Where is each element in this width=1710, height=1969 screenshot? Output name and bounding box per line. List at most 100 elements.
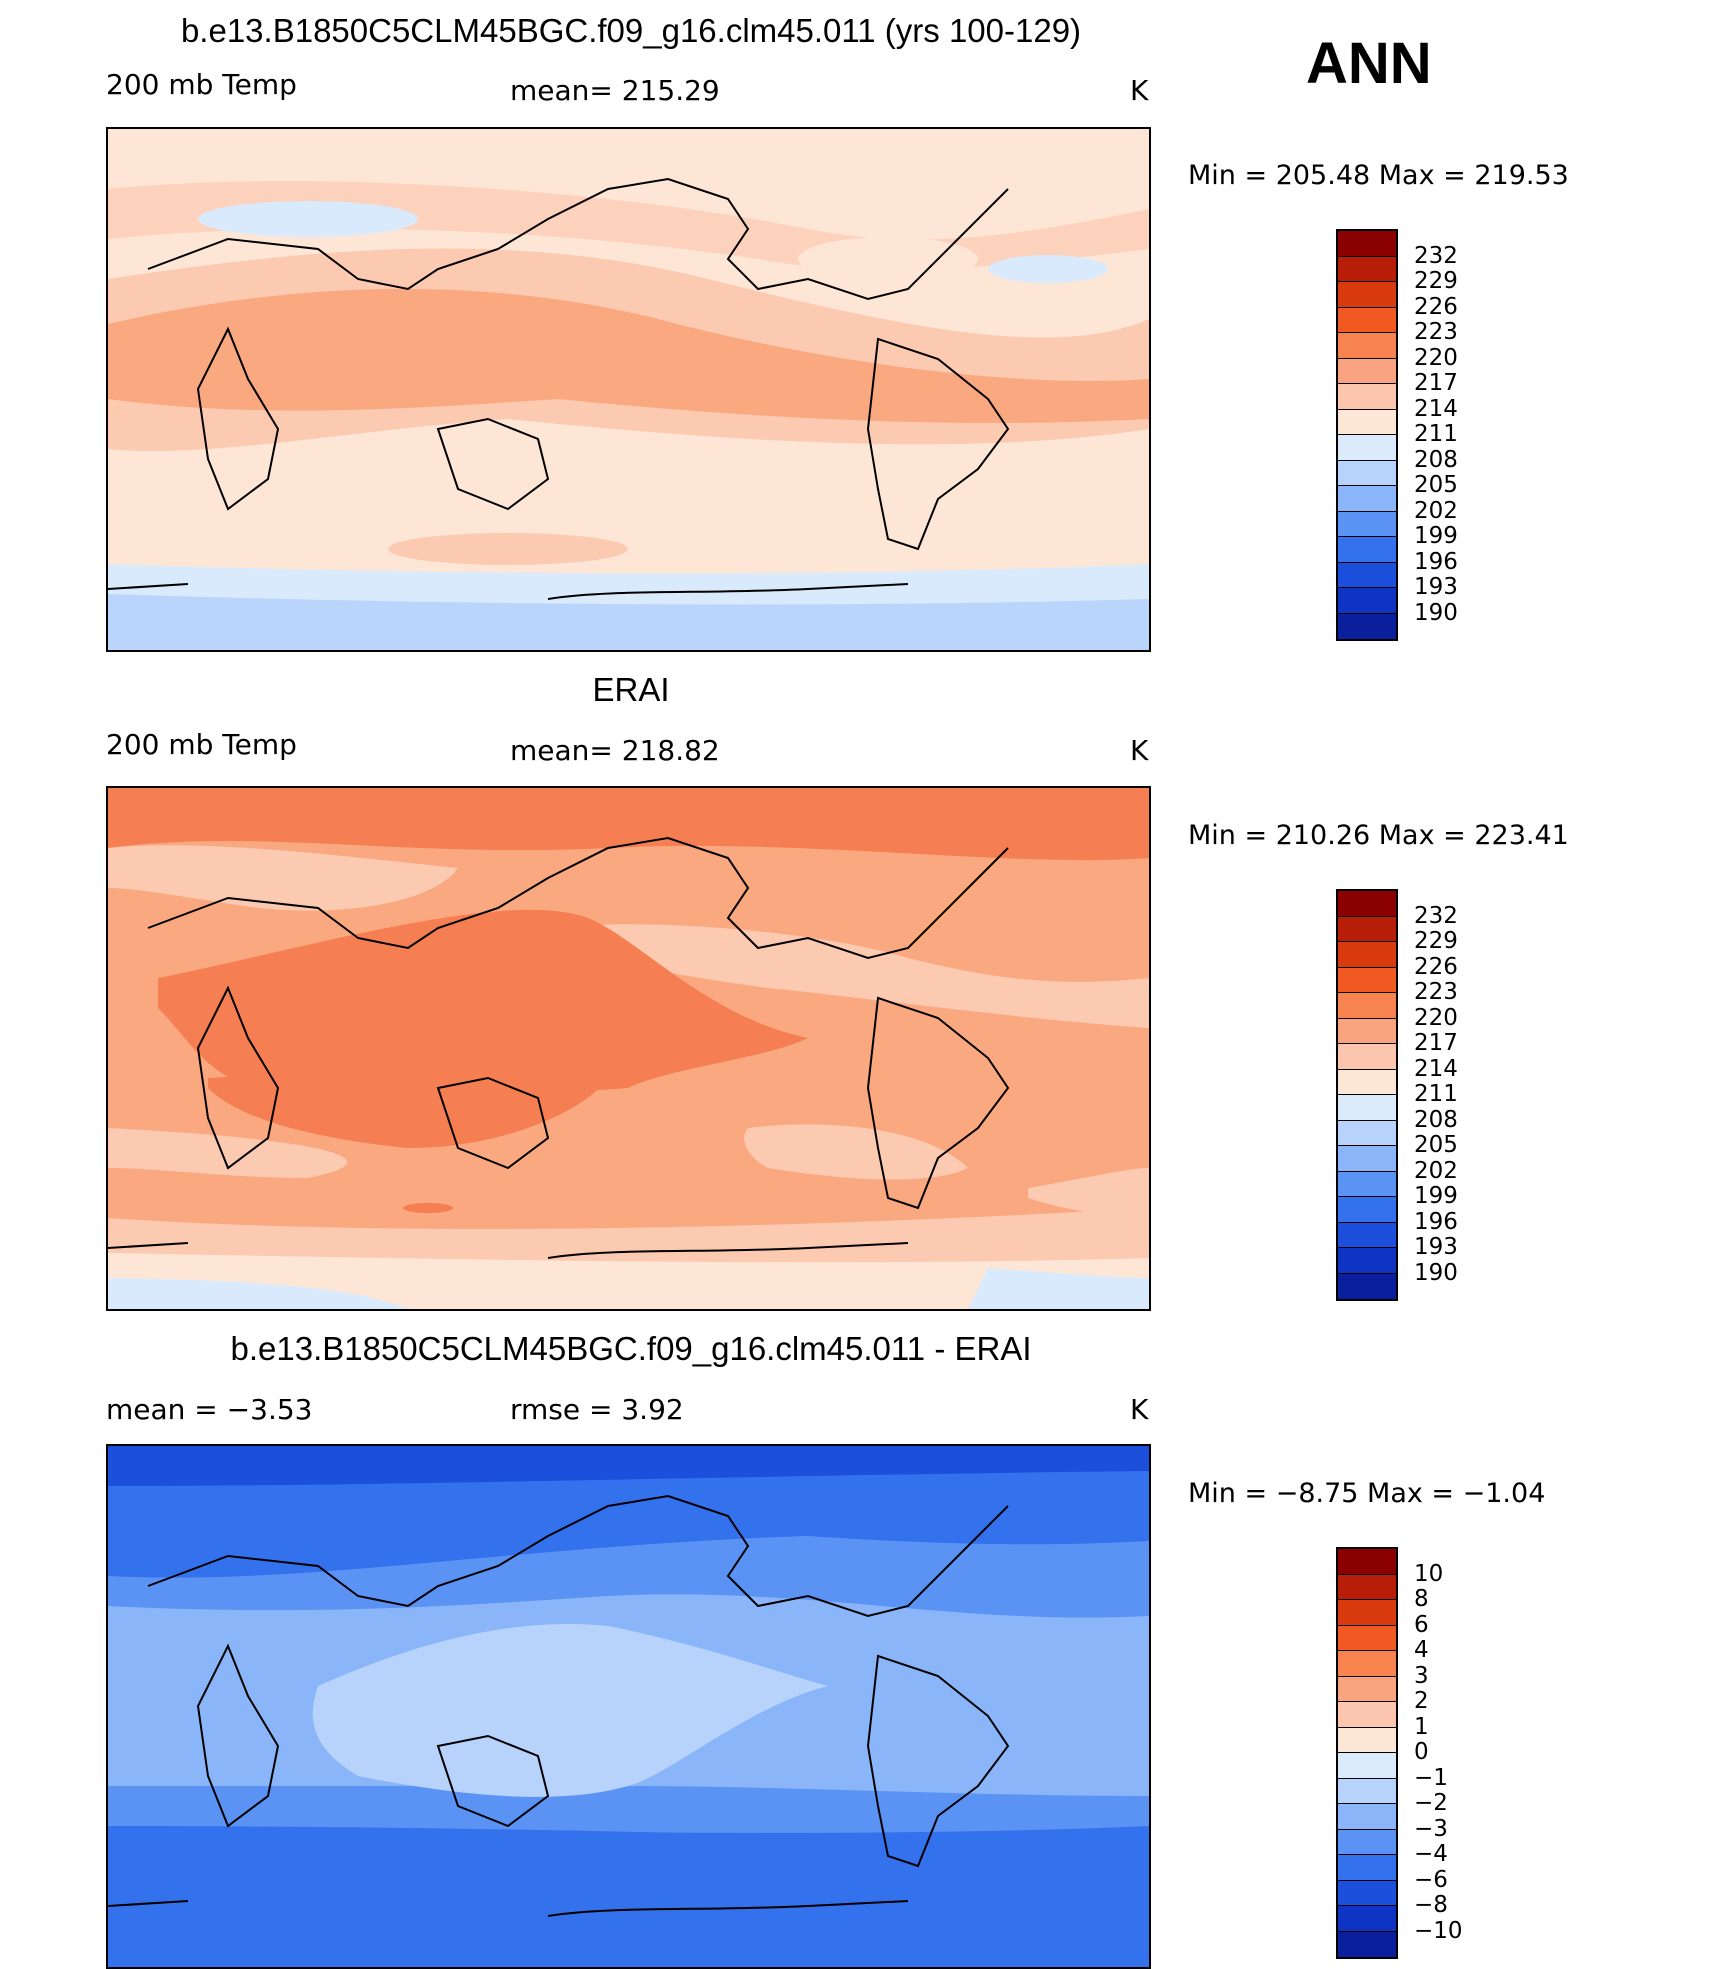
colorbar-swatch — [1338, 1880, 1396, 1906]
colorbar-swatch — [1338, 1273, 1396, 1299]
colorbar-swatch — [1338, 1095, 1396, 1121]
colorbar-swatch — [1338, 1574, 1396, 1600]
colorbar-swatch — [1338, 1727, 1396, 1753]
panel-3-map — [106, 1444, 1151, 1969]
colorbar-swatch — [1338, 460, 1396, 486]
colorbar-swatch — [1338, 435, 1396, 461]
colorbar-swatch — [1338, 1931, 1396, 1957]
colorbar-tick-label: 208 — [1414, 446, 1458, 473]
colorbar-tick-label: 223 — [1414, 319, 1458, 345]
colorbar-swatch — [1338, 1549, 1396, 1575]
colorbar-swatch — [1338, 384, 1396, 410]
colorbar-tick-label: 226 — [1414, 953, 1458, 980]
colorbar-tick-label: 1 — [1414, 1713, 1429, 1740]
colorbar-tick-label: −4 — [1414, 1841, 1448, 1867]
panel-3-colorbar — [1336, 1547, 1398, 1959]
panel-3-mean-label: mean = −3.53 — [106, 1393, 313, 1426]
colorbar-tick-label: 190 — [1414, 599, 1458, 626]
colorbar-swatch — [1338, 1120, 1396, 1146]
colorbar-swatch — [1338, 333, 1396, 359]
colorbar-tick-label: −10 — [1414, 1917, 1463, 1944]
colorbar-swatch — [1338, 1600, 1396, 1626]
panel-1-map — [106, 127, 1151, 652]
colorbar-swatch — [1338, 1702, 1396, 1728]
season-label: ANN — [1306, 31, 1432, 96]
colorbar-swatch — [1338, 1651, 1396, 1677]
panel-1-variable-label: 200 mb Temp — [106, 68, 297, 101]
colorbar-swatch — [1338, 1804, 1396, 1830]
panel-1-minmax: Min = 205.48 Max = 219.53 — [1188, 160, 1569, 191]
colorbar-swatch — [1338, 1248, 1396, 1274]
colorbar-swatch — [1338, 916, 1396, 942]
colorbar-swatch — [1338, 1222, 1396, 1248]
colorbar-swatch — [1338, 1676, 1396, 1702]
panel-2-contours — [108, 788, 1149, 1309]
panel-2-variable-label: 200 mb Temp — [106, 728, 297, 761]
colorbar-tick-label: 2 — [1414, 1688, 1429, 1714]
colorbar-tick-label: 199 — [1414, 523, 1458, 549]
colorbar-swatch — [1338, 891, 1396, 917]
colorbar-tick-label: 232 — [1414, 242, 1458, 269]
colorbar-swatch — [1338, 1044, 1396, 1070]
panel-3-units-label: K — [1130, 1393, 1149, 1426]
colorbar-swatch — [1338, 942, 1396, 968]
colorbar-swatch — [1338, 282, 1396, 308]
colorbar-swatch — [1338, 486, 1396, 512]
colorbar-tick-label: 217 — [1414, 370, 1458, 396]
colorbar-swatch — [1338, 993, 1396, 1019]
panel-3-minmax: Min = −8.75 Max = −1.04 — [1188, 1478, 1546, 1509]
colorbar-tick-label: −1 — [1414, 1764, 1448, 1791]
colorbar-swatch — [1338, 613, 1396, 639]
colorbar-swatch — [1338, 1829, 1396, 1855]
colorbar-swatch — [1338, 358, 1396, 384]
panel-1-mean-label: mean= 215.29 — [510, 74, 720, 107]
colorbar-tick-label: 202 — [1414, 497, 1458, 524]
colorbar-swatch — [1338, 409, 1396, 435]
colorbar-tick-label: 211 — [1414, 1081, 1458, 1107]
colorbar-swatch — [1338, 511, 1396, 537]
panel-2-units-label: K — [1130, 734, 1149, 767]
colorbar-swatch — [1338, 562, 1396, 588]
colorbar-tick-label: 8 — [1414, 1586, 1429, 1612]
panel-1-contours — [108, 129, 1149, 650]
colorbar-swatch — [1338, 967, 1396, 993]
colorbar-swatch — [1338, 588, 1396, 614]
colorbar-tick-label: −8 — [1414, 1892, 1448, 1918]
colorbar-tick-label: −2 — [1414, 1790, 1448, 1816]
colorbar-tick-label: 196 — [1414, 548, 1458, 575]
colorbar-swatch — [1338, 1625, 1396, 1651]
colorbar-swatch — [1338, 1018, 1396, 1044]
colorbar-tick-label: −6 — [1414, 1866, 1448, 1893]
colorbar-swatch — [1338, 1197, 1396, 1223]
colorbar-swatch — [1338, 1855, 1396, 1881]
colorbar-swatch — [1338, 1069, 1396, 1095]
colorbar-swatch — [1338, 1753, 1396, 1779]
colorbar-swatch — [1338, 1778, 1396, 1804]
colorbar-swatch — [1338, 1171, 1396, 1197]
colorbar-tick-label: 3 — [1414, 1662, 1429, 1689]
colorbar-tick-label: 0 — [1414, 1739, 1429, 1765]
panel-3-rmse-label: rmse = 3.92 — [510, 1393, 684, 1426]
colorbar-tick-label: 220 — [1414, 344, 1458, 371]
panel-2-mean-label: mean= 218.82 — [510, 734, 720, 767]
colorbar-tick-label: 205 — [1414, 472, 1458, 498]
panel-1-colorbar — [1336, 229, 1398, 641]
colorbar-tick-label: 217 — [1414, 1030, 1458, 1056]
colorbar-tick-label: 220 — [1414, 1004, 1458, 1031]
colorbar-tick-label: 6 — [1414, 1611, 1429, 1638]
colorbar-swatch — [1338, 1906, 1396, 1932]
colorbar-tick-label: 223 — [1414, 979, 1458, 1005]
colorbar-tick-label: 226 — [1414, 293, 1458, 320]
colorbar-tick-label: 214 — [1414, 395, 1458, 422]
panel-2-title: ERAI — [592, 671, 670, 708]
colorbar-tick-label: 190 — [1414, 1259, 1458, 1286]
colorbar-tick-label: 208 — [1414, 1106, 1458, 1133]
colorbar-swatch — [1338, 537, 1396, 563]
colorbar-tick-label: 214 — [1414, 1055, 1458, 1082]
colorbar-tick-label: 202 — [1414, 1157, 1458, 1184]
colorbar-swatch — [1338, 1146, 1396, 1172]
colorbar-swatch — [1338, 231, 1396, 257]
colorbar-tick-label: 4 — [1414, 1637, 1429, 1663]
colorbar-tick-label: 229 — [1414, 928, 1458, 954]
colorbar-tick-label: −3 — [1414, 1815, 1448, 1842]
